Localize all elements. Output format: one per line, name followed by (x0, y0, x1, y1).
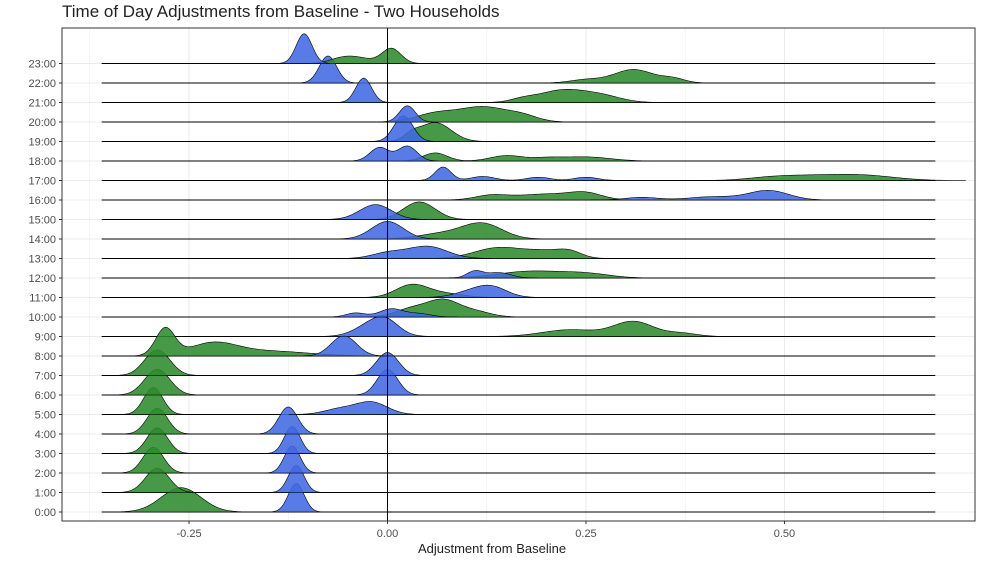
green-density-ridge-1600 (439, 191, 649, 201)
y-tick-label: 4:00 (35, 429, 56, 441)
green-density-ridge-000 (117, 487, 245, 513)
y-tick-label: 19:00 (28, 137, 56, 149)
y-tick-label: 12:00 (28, 273, 56, 285)
green-density-ridge-2200 (534, 69, 712, 84)
y-tick-label: 10:00 (28, 312, 56, 324)
blue-density-ridge-1100 (415, 284, 542, 298)
blue-density-ridge-2000 (381, 105, 434, 123)
y-tick-label: 23:00 (28, 59, 56, 71)
y-tick-label: 6:00 (35, 390, 56, 402)
blue-density-ridge-1500 (324, 204, 427, 220)
panel-border (61, 27, 976, 522)
y-tick-label: 16:00 (28, 195, 56, 207)
blue-density-ridge-1300 (336, 245, 492, 259)
x-tick-label: -0.25 (176, 528, 201, 540)
blue-density-ridge-2100 (337, 77, 390, 103)
y-tick-label: 0:00 (35, 507, 56, 519)
density-ridges (116, 33, 966, 513)
chart-title: Time of Day Adjustments from Baseline - … (62, 2, 500, 21)
green-density-ridge-900 (480, 320, 733, 337)
x-axis-title: Adjustment from Baseline (418, 541, 566, 556)
y-tick-label: 5:00 (35, 410, 56, 422)
blue-density-ridge-1000 (324, 308, 458, 318)
blue-density-ridge-1700 (417, 166, 625, 181)
y-tick-label: 13:00 (28, 254, 56, 266)
blue-density-ridge-1800 (348, 145, 439, 162)
green-density-ridge-2100 (484, 89, 666, 103)
y-tick-label: 11:00 (29, 293, 56, 305)
x-tick-label: 0.00 (377, 528, 398, 540)
y-tick-label: 7:00 (35, 371, 56, 383)
blue-density-ridge-500 (288, 401, 423, 415)
y-tick-label: 20:00 (28, 117, 56, 129)
y-tick-label: 22:00 (28, 78, 56, 90)
y-tick-label: 17:00 (28, 176, 56, 188)
x-axis-ticks: -0.25 0.00 0.25 0.50 (176, 521, 795, 540)
blue-density-ridge-1200 (449, 270, 538, 279)
y-tick-label: 2:00 (35, 468, 56, 480)
y-tick-label: 9:00 (35, 332, 56, 344)
y-tick-label: 21:00 (28, 98, 56, 110)
x-tick-label: 0.25 (575, 528, 596, 540)
y-tick-label: 18:00 (28, 156, 56, 168)
y-tick-label: 15:00 (28, 215, 56, 227)
blue-density-ridge-900 (319, 316, 432, 337)
x-tick-label: 0.50 (774, 528, 795, 540)
blue-density-ridge-2300 (278, 33, 330, 64)
y-tick-label: 14:00 (28, 234, 56, 246)
green-density-ridge-1800 (396, 152, 663, 162)
y-tick-label: 1:00 (35, 488, 56, 500)
blue-density-ridge-2200 (299, 55, 357, 84)
y-axis-ticks: 0:00 1:00 2:00 3:00 4:00 5:00 6:00 7:00 8:00 9:00… (28, 59, 62, 519)
y-tick-label: 8:00 (35, 351, 56, 363)
blue-density-ridge-1600 (590, 190, 833, 201)
blue-density-ridge-400 (257, 406, 320, 435)
green-density-ridge-1700 (692, 174, 966, 181)
y-tick-label: 3:00 (35, 449, 56, 461)
